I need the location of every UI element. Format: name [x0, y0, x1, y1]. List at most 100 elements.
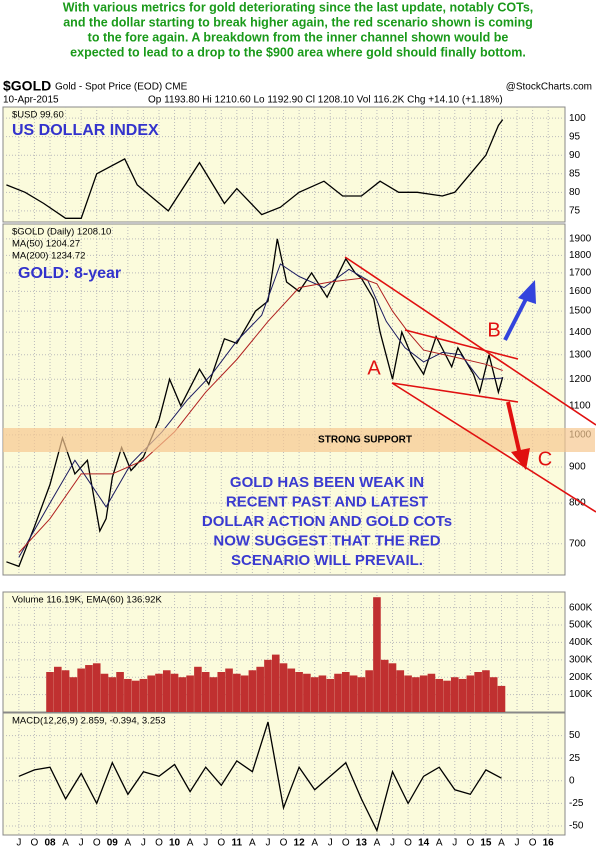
date: 10-Apr-2015: [3, 95, 59, 106]
volume-bar: [466, 675, 475, 712]
x-tick-label: J: [390, 838, 395, 849]
volume-bar: [310, 677, 319, 712]
price-line: [6, 238, 504, 568]
annotation: and the dollar starting to break higher …: [63, 15, 533, 29]
volume-bar: [357, 677, 366, 712]
x-tick-label: A: [249, 838, 256, 849]
comment-line: RECENT PAST AND LATEST: [226, 493, 428, 510]
volume-bar: [100, 673, 109, 712]
volume-bar: [443, 680, 451, 712]
volume-bar: [209, 677, 218, 712]
x-tick-label: A: [311, 838, 318, 849]
volume-bar: [217, 672, 226, 712]
x-tick-label: O: [217, 838, 225, 849]
volume-bar: [170, 673, 179, 712]
volume-bar: [450, 677, 459, 712]
volume-bar: [279, 663, 288, 712]
arrow-down: [506, 401, 522, 456]
volume-bar: [497, 685, 506, 712]
x-tick-label: 08: [44, 838, 56, 849]
trend-line: [391, 382, 519, 403]
x-tick-label: J: [328, 838, 333, 849]
volume-bar: [256, 666, 264, 712]
x-tick-label: 09: [107, 838, 119, 849]
volume-bar: [61, 670, 70, 712]
x-tick-label: A: [498, 838, 505, 849]
point-label: A: [367, 357, 381, 379]
y-tick-label: 100: [569, 113, 586, 124]
legend-entry: $USD 99.60: [12, 110, 64, 121]
volume-bar: [77, 668, 85, 712]
price-line: [18, 263, 503, 558]
trend-line: [391, 382, 596, 513]
volume-bar: [396, 670, 405, 712]
volume-bar: [334, 673, 342, 712]
volume-bar: [373, 597, 381, 712]
x-tick-label: 10: [169, 838, 181, 849]
volume-bar: [342, 672, 350, 712]
volume-bar: [404, 675, 412, 712]
y-tick-label: 50: [569, 730, 581, 741]
y-tick-label: 100K: [569, 689, 593, 700]
y-tick-label: 700: [569, 538, 586, 549]
volume-bar: [482, 670, 490, 712]
volume-bar: [435, 678, 444, 712]
volume-bar: [419, 675, 428, 712]
x-tick-label: J: [452, 838, 457, 849]
x-tick-label: 11: [232, 838, 243, 849]
x-tick-label: A: [187, 838, 194, 849]
arrow-head: [511, 448, 530, 470]
trend-line: [344, 256, 596, 426]
y-tick-label: 90: [569, 150, 581, 161]
legend-entry: MA(50) 1204.27: [12, 239, 80, 250]
volume-bar: [264, 659, 272, 712]
annotation: to the fore again. A breakdown from the …: [88, 30, 509, 44]
y-tick-label: 1500: [569, 306, 592, 317]
y-tick-label: 0: [569, 775, 575, 786]
y-tick-label: 1900: [569, 234, 592, 245]
volume-bar: [116, 672, 124, 712]
volume-bar: [349, 675, 358, 712]
volume-bar: [412, 677, 420, 712]
x-tick-label: O: [529, 838, 537, 849]
volume-bar: [162, 670, 171, 712]
volume-bar: [248, 670, 257, 712]
volume-bar: [303, 673, 311, 712]
x-tick-label: J: [141, 838, 146, 849]
y-tick-label: 600K: [569, 602, 593, 613]
y-tick-label: 1400: [569, 327, 592, 338]
volume-bar: [233, 673, 241, 712]
volume-bar: [147, 675, 156, 712]
legend-entry: Volume 116.19K, EMA(60) 136.92K: [12, 595, 162, 606]
point-label: B: [487, 319, 500, 341]
x-tick-label: J: [265, 838, 270, 849]
volume-bar: [124, 678, 132, 712]
x-tick-label: A: [436, 838, 443, 849]
volume-bar: [194, 666, 202, 712]
y-tick-label: 200K: [569, 672, 593, 683]
point-label: C: [538, 448, 552, 470]
legend-entry: MA(200) 1234.72: [12, 251, 85, 262]
x-tick-label: 16: [543, 838, 555, 849]
y-tick-label: 500K: [569, 620, 593, 631]
price-line: [18, 277, 503, 553]
volume-bar: [458, 678, 467, 712]
x-tick-label: A: [62, 838, 69, 849]
annotation: expected to lead to a drop to the $900 a…: [70, 45, 526, 59]
stats: Op 1193.80 Hi 1210.60 Lo 1192.90 Cl 1208…: [148, 95, 503, 106]
x-tick-label: O: [466, 838, 474, 849]
x-tick-label: O: [342, 838, 350, 849]
volume-bar: [365, 670, 373, 712]
y-tick-label: 1300: [569, 349, 592, 360]
volume-bar: [225, 668, 233, 712]
y-tick-label: 1700: [569, 268, 592, 279]
volume-bar: [388, 663, 397, 712]
arrow-up: [503, 294, 530, 341]
volume-bar: [318, 675, 327, 712]
y-tick-label: -25: [569, 798, 584, 809]
x-tick-label: J: [16, 838, 21, 849]
y-tick-label: 900: [569, 462, 586, 473]
x-tick-label: 15: [480, 838, 492, 849]
panel-label: US DOLLAR INDEX: [12, 122, 159, 139]
